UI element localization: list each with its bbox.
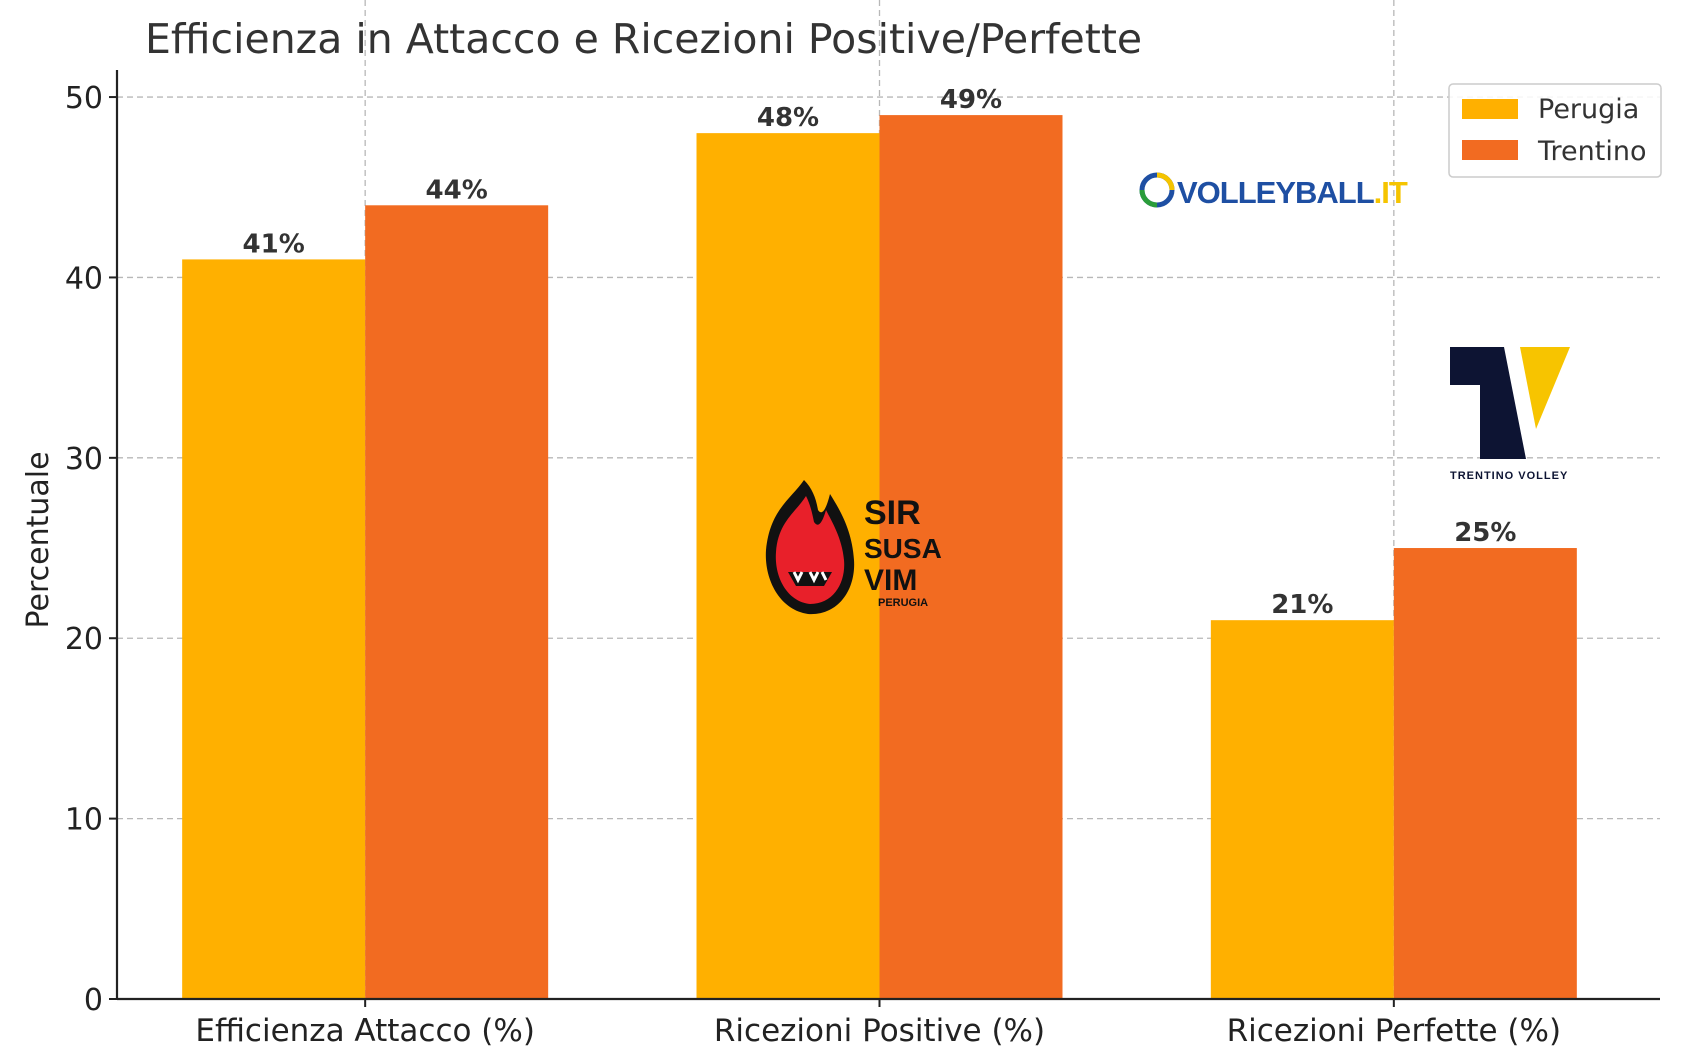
value-label-perugia-1: 48% bbox=[757, 103, 819, 133]
legend-label-perugia: Perugia bbox=[1538, 94, 1639, 125]
svg-text:VOLLEYBALL.IT: VOLLEYBALL.IT bbox=[1177, 175, 1408, 210]
x-tick-label-2: Ricezioni Perfette (%) bbox=[1227, 1013, 1562, 1049]
legend-swatch-perugia bbox=[1462, 99, 1518, 119]
sir-susa-vim-logo: SIR SUSA VIM PERUGIA bbox=[765, 480, 942, 615]
y-axis-ticks: 0 10 20 30 40 50 bbox=[65, 81, 117, 1018]
y-tick-label-0: 0 bbox=[84, 983, 103, 1018]
axes bbox=[115, 70, 1660, 1001]
svg-text:PERUGIA: PERUGIA bbox=[878, 597, 928, 609]
legend: Perugia Trentino bbox=[1448, 83, 1662, 178]
svg-text:TRENTINO VOLLEY: TRENTINO VOLLEY bbox=[1450, 470, 1568, 482]
value-label-trentino-2: 25% bbox=[1454, 518, 1516, 548]
value-label-perugia-0: 41% bbox=[243, 229, 305, 259]
bars bbox=[182, 115, 1577, 999]
y-tick-label-40: 40 bbox=[65, 261, 103, 296]
value-label-trentino-1: 49% bbox=[940, 85, 1002, 115]
trentino-volley-logo: TRENTINO VOLLEY bbox=[1450, 347, 1570, 482]
value-labels: 41% 48% 21% 44% 49% 25% bbox=[243, 85, 1517, 620]
y-tick-label-10: 10 bbox=[65, 803, 103, 838]
svg-text:VIM: VIM bbox=[864, 564, 917, 597]
y-tick-label-20: 20 bbox=[65, 622, 103, 657]
bar-perugia-2 bbox=[1210, 620, 1394, 999]
bar-trentino-0 bbox=[365, 205, 549, 999]
volleyball-it-logo: VOLLEYBALL.IT bbox=[1139, 172, 1409, 210]
legend-swatch-trentino bbox=[1462, 140, 1518, 160]
y-tick-label-30: 30 bbox=[65, 442, 103, 477]
value-label-trentino-0: 44% bbox=[426, 175, 488, 205]
bar-trentino-2 bbox=[1393, 548, 1577, 999]
value-label-perugia-2: 21% bbox=[1271, 590, 1333, 620]
svg-text:SIR: SIR bbox=[864, 494, 921, 532]
y-axis-label: Percentuale bbox=[21, 451, 56, 628]
x-tick-label-0: Efficienza Attacco (%) bbox=[195, 1013, 535, 1049]
svg-text:SUSA: SUSA bbox=[864, 533, 942, 564]
bar-trentino-1 bbox=[879, 115, 1063, 999]
chart-title: Efficienza in Attacco e Ricezioni Positi… bbox=[145, 15, 1142, 63]
x-axis-ticks: Efficienza Attacco (%) Ricezioni Positive… bbox=[195, 999, 1561, 1049]
legend-label-trentino: Trentino bbox=[1537, 136, 1646, 167]
bar-perugia-0 bbox=[182, 259, 366, 999]
x-tick-label-1: Ricezioni Positive (%) bbox=[714, 1013, 1045, 1049]
y-tick-label-50: 50 bbox=[65, 81, 103, 116]
